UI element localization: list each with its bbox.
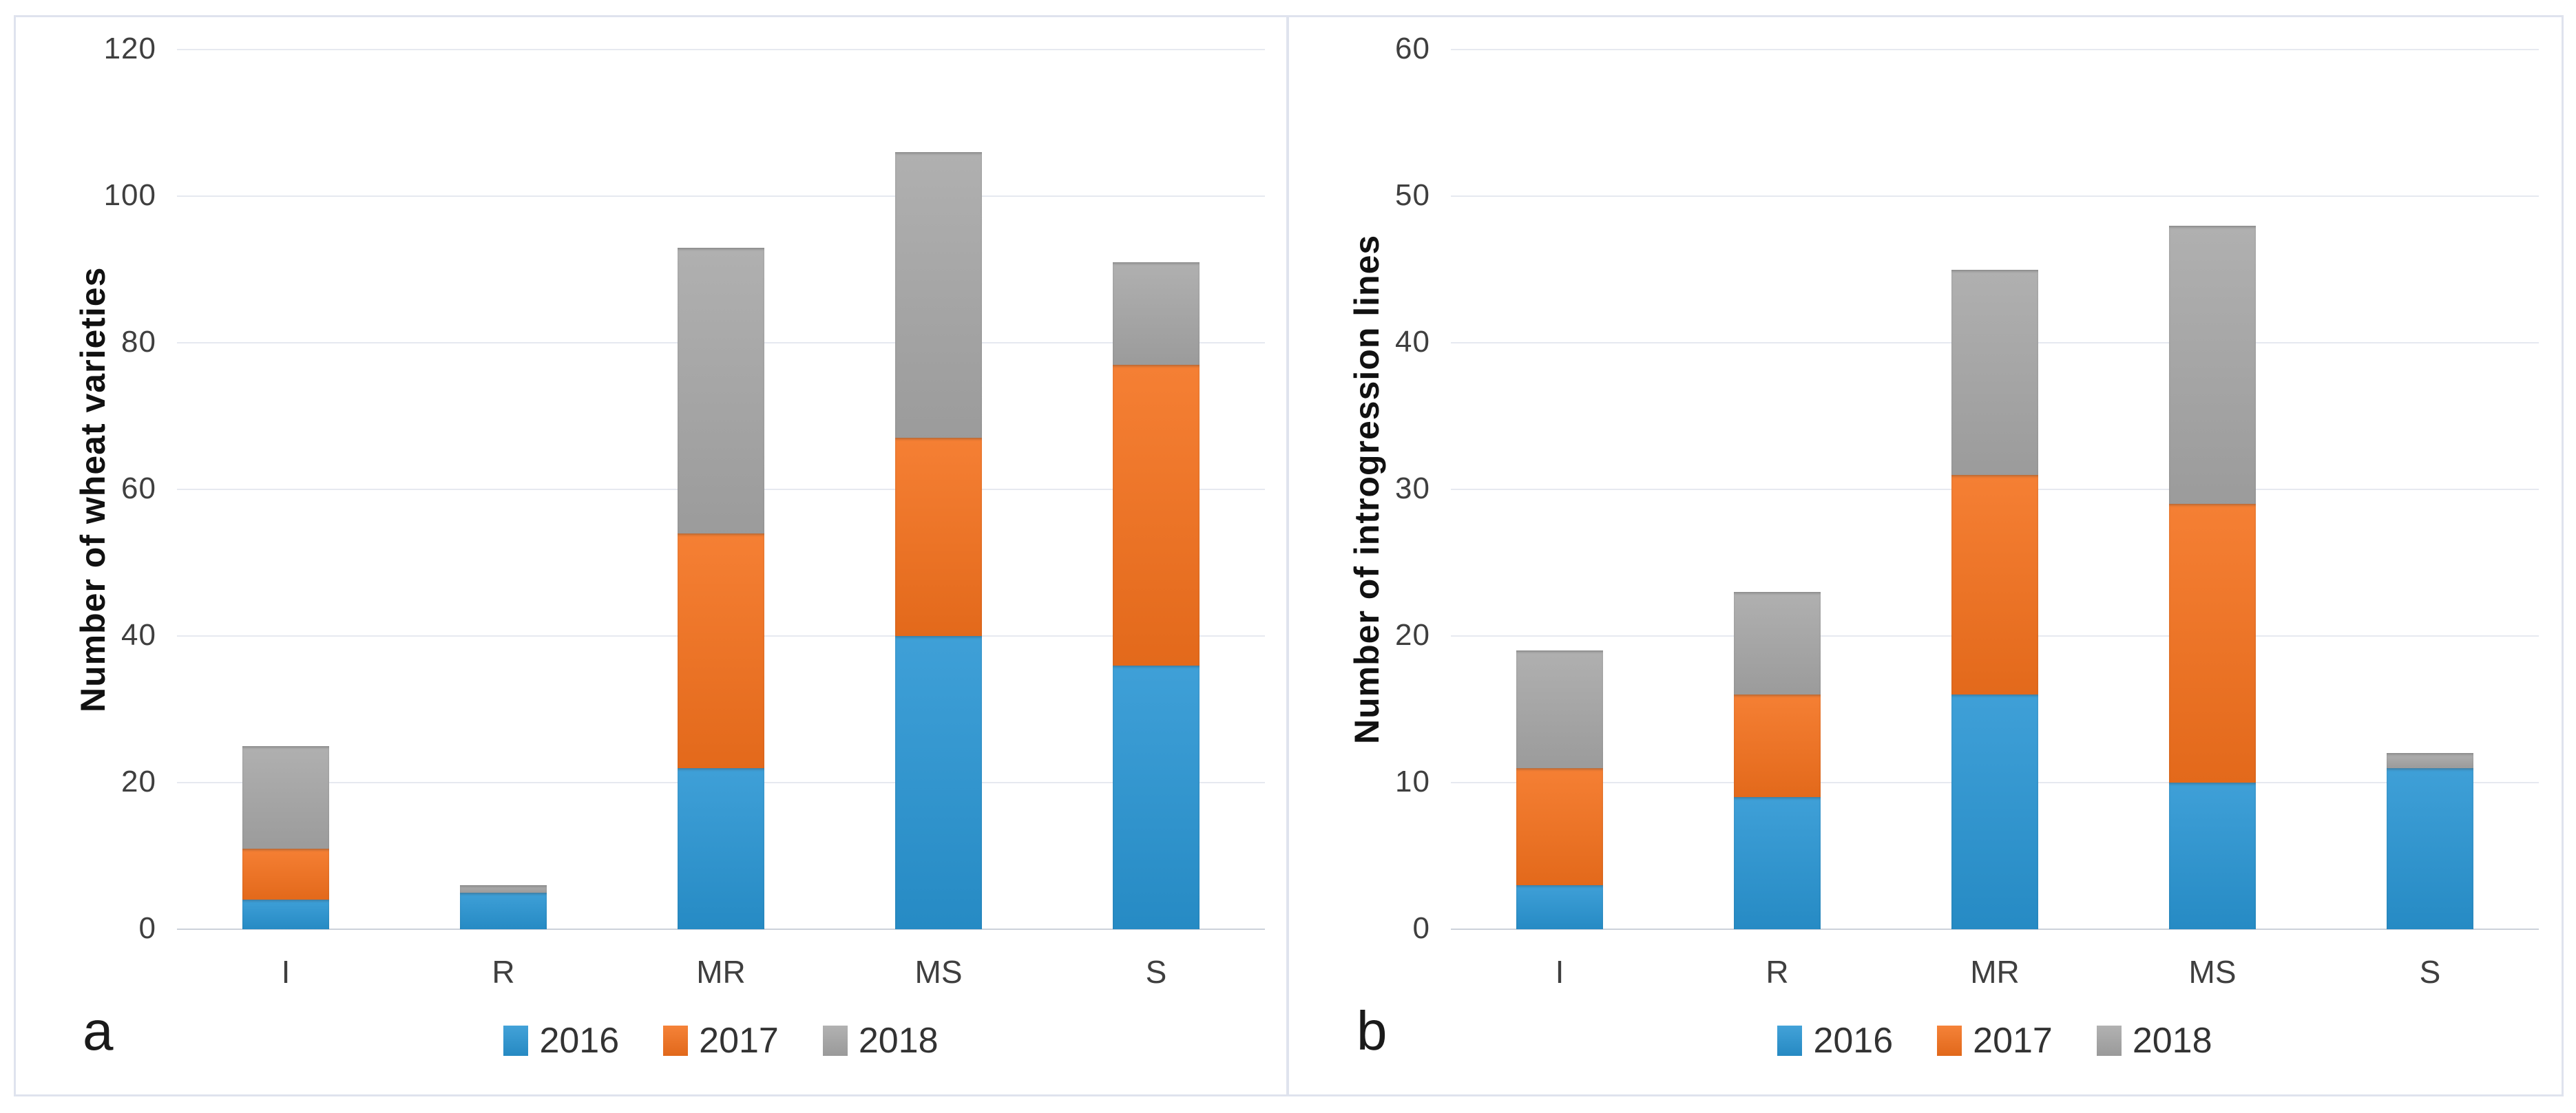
x-category-label-S: S <box>1145 954 1167 990</box>
y-tick-label: 20 <box>121 765 156 798</box>
x-category-label-R: R <box>1766 954 1789 990</box>
bar-segment-MR-2016 <box>678 767 764 929</box>
stacked-bar-S <box>1113 262 1200 929</box>
plot-area <box>1451 49 2539 930</box>
stacked-bar-MS <box>2169 225 2256 929</box>
bar-segment-I-2018 <box>242 745 329 849</box>
legend-item-2016: 2016 <box>1777 1020 1893 1061</box>
stacked-bar-I <box>1516 650 1603 929</box>
gridline-y-0 <box>177 929 1265 930</box>
bar-segment-MR-2017 <box>1951 474 2038 695</box>
legend-label-2017: 2017 <box>699 1021 779 1061</box>
legend: 2016 2017 2018 <box>1451 1020 2539 1061</box>
y-tick-label: 50 <box>1395 178 1430 212</box>
bar-segment-I-2017 <box>242 848 329 900</box>
x-category-label-MS: MS <box>914 954 963 990</box>
bar-segment-S-2016 <box>1113 665 1200 929</box>
bar-segment-MR-2017 <box>678 533 764 768</box>
legend-label-2016: 2016 <box>539 1021 620 1061</box>
x-category-label-MR: MR <box>696 954 746 990</box>
panel-letter-a: a <box>83 1000 114 1061</box>
bar-segment-S-2018 <box>2387 753 2473 768</box>
legend: 2016 2017 2018 <box>177 1020 1265 1061</box>
y-tick-label: 0 <box>1412 911 1430 945</box>
panel-divider <box>1286 15 1289 1096</box>
x-category-label-I: I <box>1555 954 1564 990</box>
legend-swatch-2016 <box>503 1026 529 1056</box>
y-tick-label: 120 <box>103 32 156 65</box>
y-tick-label: 80 <box>121 325 156 359</box>
stacked-bar-MR <box>678 247 764 929</box>
bar-segment-R-2016 <box>1734 797 1821 929</box>
stacked-bar-MR <box>1951 269 2038 929</box>
gridline-y-60 <box>1451 49 2539 50</box>
bar-segment-MS-2018 <box>895 152 982 438</box>
stacked-bar-I <box>242 745 329 929</box>
bar-segment-I-2017 <box>1516 767 1603 886</box>
bar-segment-S-2018 <box>1113 262 1200 365</box>
gridline-y-50 <box>1451 195 2539 197</box>
y-tick-label: 0 <box>138 911 156 945</box>
bar-segment-MR-2018 <box>678 247 764 533</box>
x-category-label-R: R <box>492 954 515 990</box>
x-category-label-S: S <box>2419 954 2441 990</box>
panel-letter-b: b <box>1357 1000 1388 1061</box>
stacked-bar-S <box>2387 753 2473 929</box>
legend-swatch-2018 <box>822 1026 848 1056</box>
stacked-bar-R <box>1734 592 1821 929</box>
y-tick-label: 40 <box>1395 325 1430 359</box>
legend-swatch-2017 <box>1937 1026 1962 1056</box>
bar-segment-MS-2017 <box>895 438 982 636</box>
legend-swatch-2018 <box>2096 1026 2122 1056</box>
bar-segment-I-2018 <box>1516 650 1603 768</box>
stacked-bar-R <box>460 885 547 929</box>
x-category-label-MR: MR <box>1970 954 2020 990</box>
bar-segment-MS-2017 <box>2169 504 2256 783</box>
gridline-y-120 <box>177 49 1265 50</box>
legend-item-2016: 2016 <box>503 1020 619 1061</box>
panel-a: Number of wheat varieties 0 20 40 60 80 100 120… <box>15 0 1288 1113</box>
legend-label-2018: 2018 <box>2132 1021 2212 1061</box>
bar-segment-R-2018 <box>460 885 547 893</box>
bar-segment-S-2016 <box>2387 767 2473 929</box>
legend-item-2018: 2018 <box>822 1020 939 1061</box>
plot-area <box>177 49 1265 930</box>
gridline-y-0 <box>1451 929 2539 930</box>
y-tick-label: 30 <box>1395 471 1430 505</box>
bar-segment-MR-2016 <box>1951 695 2038 929</box>
bar-segment-R-2018 <box>1734 592 1821 695</box>
bar-segment-R-2016 <box>460 892 547 929</box>
legend-label-2018: 2018 <box>858 1021 939 1061</box>
panel-b: Number of introgression lines 0 10 20 30 40 50… <box>1289 0 2562 1113</box>
bar-segment-MS-2018 <box>2169 225 2256 505</box>
legend-item-2018: 2018 <box>2096 1020 2212 1061</box>
bar-segment-MS-2016 <box>2169 783 2256 929</box>
bar-segment-R-2017 <box>1734 695 1821 798</box>
y-tick-label: 10 <box>1395 765 1430 798</box>
gridline-y-100 <box>177 195 1265 197</box>
legend-swatch-2017 <box>663 1026 689 1056</box>
legend-item-2017: 2017 <box>663 1020 779 1061</box>
bar-segment-MR-2018 <box>1951 269 2038 475</box>
y-tick-label: 100 <box>103 178 156 212</box>
bar-segment-I-2016 <box>242 900 329 929</box>
legend-swatch-2016 <box>1777 1026 1803 1056</box>
legend-label-2017: 2017 <box>1973 1021 2053 1061</box>
legend-label-2016: 2016 <box>1813 1021 1894 1061</box>
x-category-label-I: I <box>281 954 291 990</box>
y-tick-label: 40 <box>121 618 156 652</box>
legend-item-2017: 2017 <box>1937 1020 2053 1061</box>
bar-segment-S-2017 <box>1113 364 1200 666</box>
x-category-label-MS: MS <box>2188 954 2237 990</box>
stacked-bar-MS <box>895 152 982 929</box>
y-tick-label: 60 <box>121 471 156 505</box>
y-tick-label: 60 <box>1395 32 1430 65</box>
bar-segment-I-2016 <box>1516 885 1603 929</box>
bar-segment-MS-2016 <box>895 636 982 929</box>
y-tick-label: 20 <box>1395 618 1430 652</box>
